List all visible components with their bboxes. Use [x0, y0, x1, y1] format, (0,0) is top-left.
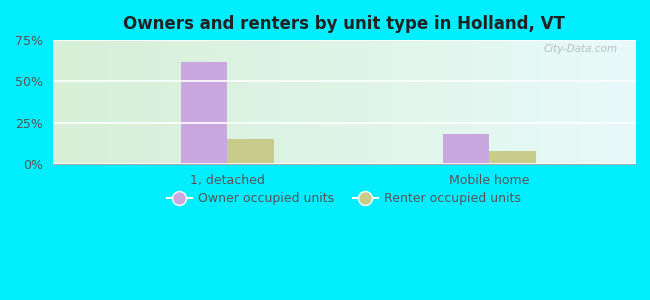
Bar	[489, 151, 536, 164]
Bar	[181, 61, 228, 164]
Bar	[443, 134, 489, 164]
Text: City-Data.com: City-Data.com	[543, 44, 618, 54]
Title: Owners and renters by unit type in Holland, VT: Owners and renters by unit type in Holla…	[123, 15, 565, 33]
Bar	[227, 140, 274, 164]
Legend: Owner occupied units, Renter occupied units: Owner occupied units, Renter occupied un…	[162, 187, 526, 210]
